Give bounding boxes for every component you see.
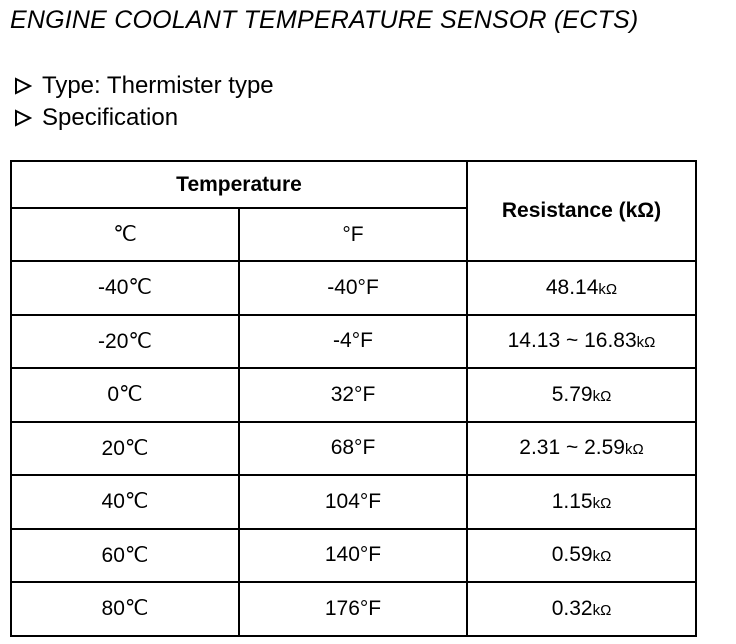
table-row: 20℃ 68°F 2.31 ~ 2.59kΩ xyxy=(10,420,697,476)
bullet: Specification xyxy=(14,104,178,132)
cell: 176°F xyxy=(238,581,468,637)
resistance-unit: kΩ xyxy=(592,494,612,512)
resistance-cell: 5.79kΩ xyxy=(466,367,697,423)
column-header: ℃ xyxy=(10,207,240,262)
resistance-value: 2.31 ~ 2.59 xyxy=(519,436,625,460)
resistance-value: 14.13 ~ 16.83 xyxy=(507,329,637,353)
resistance-cell: 1.15kΩ xyxy=(466,474,697,530)
table-row: 40℃ 104°F 1.15kΩ xyxy=(10,474,697,530)
cell: -4°F xyxy=(238,313,468,369)
resistance-unit: kΩ xyxy=(592,548,612,566)
column-header: Resistance (kΩ) xyxy=(466,160,697,262)
cell: 68°F xyxy=(238,420,468,476)
table-row: 60℃ 140°F 0.59kΩ xyxy=(10,527,697,583)
bullet-text: Specification xyxy=(42,104,179,131)
resistance-unit: kΩ xyxy=(598,280,618,298)
resistance-value: 0.32 xyxy=(551,596,593,620)
resistance-unit: kΩ xyxy=(624,441,644,459)
cell: 80℃ xyxy=(10,581,240,637)
bullet: Type: Thermister type xyxy=(14,72,274,100)
cell: 104°F xyxy=(238,474,468,530)
resistance-value: 1.15 xyxy=(551,489,593,513)
cell: 60℃ xyxy=(10,527,240,583)
resistance-cell: 0.32kΩ xyxy=(466,581,697,637)
cell: 40℃ xyxy=(10,474,240,530)
cell: -20℃ xyxy=(10,313,240,369)
bullet-arrow xyxy=(15,77,32,95)
table-row: -40℃ -40°F 48.14kΩ xyxy=(10,260,697,316)
resistance-unit: kΩ xyxy=(592,601,612,619)
resistance-unit: kΩ xyxy=(592,387,612,405)
resistance-value: 5.79 xyxy=(551,382,593,406)
table-row: 0℃ 32°F 5.79kΩ xyxy=(10,367,697,423)
cell: 20℃ xyxy=(10,420,240,476)
column-header: °F xyxy=(238,207,468,262)
bullet-arrow xyxy=(15,109,32,127)
cell: 32°F xyxy=(238,367,468,423)
resistance-value: 48.14 xyxy=(545,275,599,299)
resistance-cell: 48.14kΩ xyxy=(466,260,697,316)
cell: 0℃ xyxy=(10,367,240,423)
table-row: -20℃ -4°F 14.13 ~ 16.83kΩ xyxy=(10,313,697,369)
group-header: Temperature xyxy=(10,160,468,209)
spec-table: Temperature Resistance (kΩ) ℃ °F -40℃ -40°F… xyxy=(10,160,697,637)
cell: -40°F xyxy=(238,260,468,316)
resistance-unit: kΩ xyxy=(636,334,656,352)
resistance-cell: 14.13 ~ 16.83kΩ xyxy=(466,313,697,369)
cell: 140°F xyxy=(238,527,468,583)
title: ENGINE COOLANT TEMPERATURE SENSOR (ECTS) xyxy=(10,6,639,34)
resistance-cell: 2.31 ~ 2.59kΩ xyxy=(466,420,697,476)
bullet-text: Type: Thermister type xyxy=(42,72,274,99)
table-row: 80℃ 176°F 0.32kΩ xyxy=(10,581,697,637)
cell: -40℃ xyxy=(10,260,240,316)
resistance-value: 0.59 xyxy=(551,543,593,567)
resistance-cell: 0.59kΩ xyxy=(466,527,697,583)
